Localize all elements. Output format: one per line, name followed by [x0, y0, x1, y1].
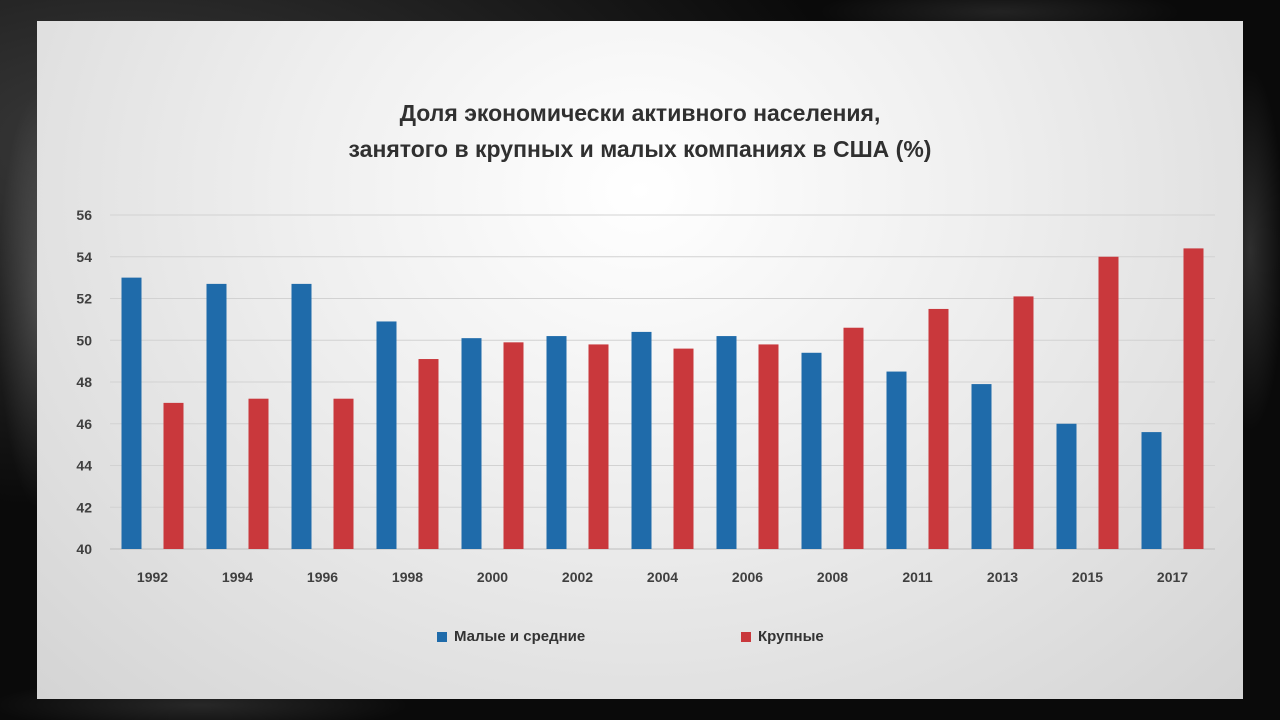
- bar-small-medium-1994: [206, 283, 227, 549]
- legend-swatch-large: [741, 631, 751, 642]
- y-tick-label: 46: [76, 416, 92, 432]
- y-tick-label: 44: [76, 458, 92, 474]
- x-tick-label: 2000: [477, 569, 508, 585]
- bar-small-medium-2017: [1141, 432, 1162, 549]
- legend-swatch-small-medium: [437, 631, 447, 642]
- x-tick-label: 1998: [392, 569, 423, 585]
- y-tick-label: 50: [76, 332, 92, 348]
- legend: Малые и средние Крупные: [0, 628, 1280, 652]
- x-tick-label: 1994: [222, 569, 253, 585]
- x-tick-label: 2004: [647, 569, 678, 585]
- bar-large-1994: [248, 398, 269, 549]
- bar-small-medium-1998: [376, 321, 397, 549]
- bar-small-medium-1992: [121, 277, 142, 549]
- bar-large-2013: [1013, 296, 1034, 549]
- legend-item-small-medium: Малые и средние: [437, 628, 585, 645]
- bar-large-2008: [843, 327, 864, 549]
- bar-large-2004: [673, 348, 694, 549]
- x-tick-label: 2008: [817, 569, 848, 585]
- x-tick-label: 1996: [307, 569, 338, 585]
- y-tick-label: 56: [76, 207, 92, 223]
- y-tick-label: 48: [76, 374, 92, 390]
- bar-small-medium-2006: [716, 336, 737, 549]
- y-tick-label: 40: [76, 541, 92, 557]
- bar-small-medium-2000: [461, 338, 482, 549]
- y-tick-label: 54: [76, 249, 92, 265]
- x-tick-label: 2013: [987, 569, 1018, 585]
- x-tick-label: 1992: [137, 569, 168, 585]
- bar-small-medium-2004: [631, 331, 652, 549]
- bar-large-2015: [1098, 256, 1119, 549]
- legend-label-small-medium: Малые и средние: [454, 628, 586, 645]
- bar-small-medium-2011: [886, 371, 907, 549]
- legend-label-large: Крупные: [758, 628, 824, 645]
- bar-large-2011: [928, 308, 949, 549]
- y-tick-label: 52: [76, 291, 92, 307]
- x-tick-label: 2017: [1157, 569, 1188, 585]
- x-tick-label: 2011: [902, 569, 933, 585]
- chart-title: Доля экономически активного населения, з…: [0, 95, 1280, 167]
- chart-title-line-2: занятого в крупных и малых компаниях в С…: [348, 136, 932, 162]
- chart-title-line-1: Доля экономически активного населения,: [399, 100, 881, 126]
- bar-large-2017: [1183, 248, 1204, 549]
- bar-small-medium-2015: [1056, 423, 1077, 549]
- bar-small-medium-2002: [546, 336, 567, 549]
- bar-large-2006: [758, 344, 779, 549]
- y-tick-label: 42: [76, 499, 92, 515]
- bar-small-medium-2013: [971, 384, 992, 549]
- x-tick-label: 2006: [732, 569, 763, 585]
- bar-large-2002: [588, 344, 609, 549]
- bar-large-1998: [418, 359, 439, 549]
- bar-small-medium-1996: [291, 283, 312, 549]
- bar-large-1996: [333, 398, 354, 549]
- bar-small-medium-2008: [801, 352, 822, 549]
- x-tick-label: 2015: [1072, 569, 1103, 585]
- x-tick-label: 2002: [562, 569, 593, 585]
- bar-large-1992: [163, 402, 184, 549]
- bar-large-2000: [503, 342, 524, 549]
- legend-item-large: Крупные: [741, 628, 824, 645]
